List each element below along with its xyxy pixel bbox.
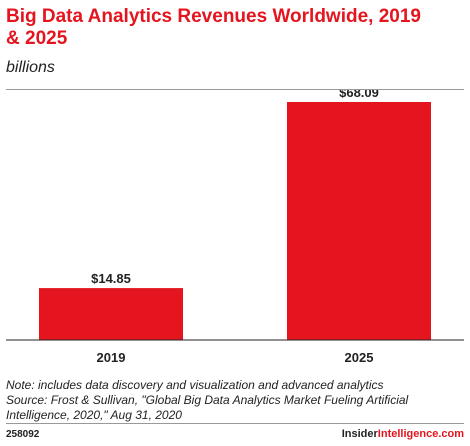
chart-subtitle: billions bbox=[6, 59, 55, 76]
data-label-2019: $14.85 bbox=[91, 271, 131, 286]
bar-2025 bbox=[287, 102, 431, 340]
data-label-2025: $68.09 bbox=[339, 90, 379, 100]
note-text: Note: includes data discovery and visual… bbox=[6, 378, 384, 392]
labels-layer: $14.85 2019 $68.09 2025 bbox=[91, 90, 379, 365]
brand-logo-suffix: Intelligence.com bbox=[377, 428, 464, 440]
chart-id: 258092 bbox=[6, 429, 40, 440]
bar-2019 bbox=[39, 288, 183, 340]
brand-logo: InsiderIntelligence.com bbox=[342, 428, 464, 440]
bars-layer bbox=[39, 102, 431, 340]
x-tick-label-2019: 2019 bbox=[97, 350, 126, 365]
x-tick-label-2025: 2025 bbox=[345, 350, 374, 365]
chart-notes: Note: includes data discovery and visual… bbox=[6, 378, 464, 423]
source-text: Source: Frost & Sullivan, "Global Big Da… bbox=[6, 393, 409, 422]
top-divider bbox=[6, 89, 464, 90]
brand-logo-prefix: Insider bbox=[341, 428, 378, 440]
chart-title: Big Data Analytics Revenues Worldwide, 2… bbox=[6, 6, 421, 49]
bar-chart: $14.85 2019 $68.09 2025 bbox=[6, 90, 464, 365]
bottom-divider bbox=[6, 423, 464, 424]
